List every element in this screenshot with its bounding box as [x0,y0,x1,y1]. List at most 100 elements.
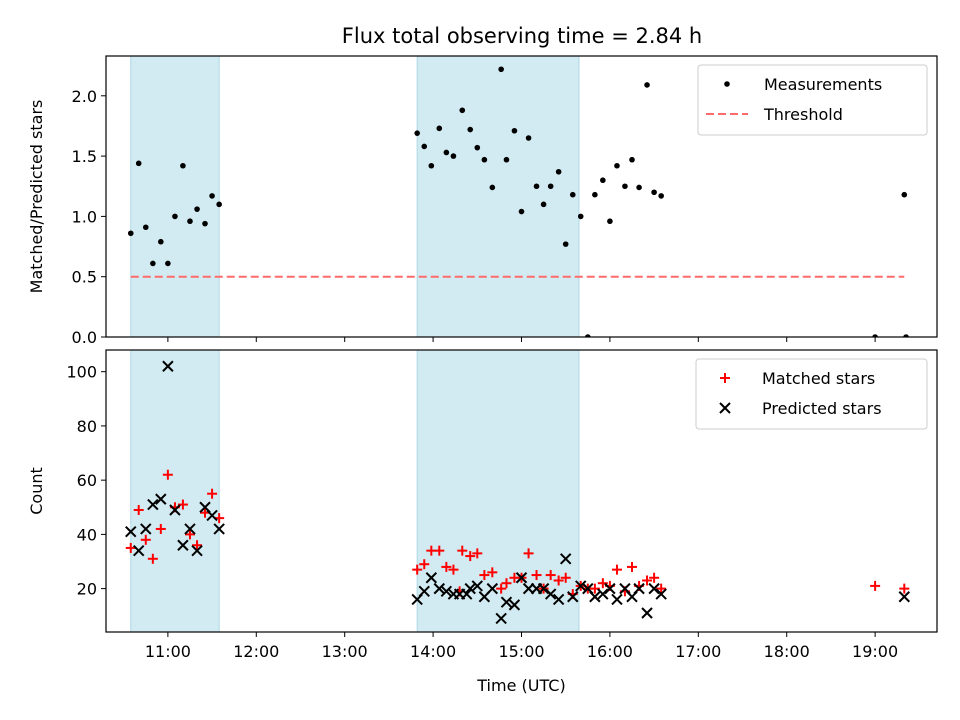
measurement-point [172,213,178,220]
measurement-point [436,125,443,132]
measurement-point [540,201,547,208]
matched-star-point [870,580,881,591]
matched-star-point [545,570,556,581]
y-axis-label: Matched/Predicted stars [27,100,46,294]
legend-measurement-marker [724,81,730,87]
matched-star-point [487,567,498,578]
matched-star-point [523,548,534,559]
measurement-point [525,135,532,141]
count-panel: 20 40 60 80 100 11:00 12:00 13:00 14:00 15:00 16:0… [27,349,938,695]
predicted-star-point [460,588,473,600]
predicted-star-point [559,553,572,565]
y-tick-label: 1.5 [72,147,97,166]
legend-label: Matched stars [762,369,875,388]
measurement-point [901,191,908,198]
y-axis-label: Count [27,467,46,515]
chart-title: Flux total observing time = 2.84 h [342,24,702,48]
predicted-star-point [140,523,152,535]
matched-star-point [125,542,136,553]
measurement-point [614,162,620,169]
predicted-star-point [648,582,660,595]
predicted-star-point [213,523,225,535]
matched-star-point [412,564,423,575]
measurement-point [533,183,540,190]
predicted-star-point [597,588,609,600]
predicted-star-point [611,593,623,606]
predicted-star-point [425,572,438,584]
x-tick-label: 11:00 [145,642,191,661]
measurement-point [180,162,186,169]
measurement-point [467,126,474,133]
y-tick-label: 20 [77,580,97,599]
predicted-star-point [486,582,499,595]
matched-star-point [162,469,173,480]
predicted-star-point [191,544,203,557]
matched-star-point [627,561,638,572]
matched-star-point [177,499,188,510]
matched-star-point [479,570,490,581]
x-tick-label: 15:00 [498,642,544,661]
predicted-star-point [589,591,601,603]
measurement-point [592,191,598,198]
observing-window-span [416,56,580,337]
matched-star-point [147,553,158,564]
matched-star-point [434,545,445,556]
legend: Matched stars Predicted stars [695,358,928,430]
measurement-point [658,193,664,199]
measurement-point [503,156,510,163]
y-tick-label: 40 [77,525,97,544]
matched-star-point [184,529,195,540]
predicted-star-point [162,360,174,372]
x-tick-label: 17:00 [675,642,721,661]
predicted-star-point [169,504,181,516]
x-tick-label: 12:00 [233,642,279,661]
predicted-star-point [604,582,616,595]
measurement-point [622,183,628,190]
x-tick-label: 13:00 [322,642,368,661]
matched-star-point [448,564,459,575]
predicted-star-point [184,523,196,535]
predicted-star-point [206,509,218,522]
predicted-star-point [464,582,476,595]
measurement-point [547,183,554,190]
measurement-point [489,184,496,191]
legend-box [697,64,928,136]
measurement-point [872,334,878,337]
predicted-star-point [418,585,430,598]
legend-label: Measurements [764,75,882,94]
predicted-star-point [633,582,645,595]
matched-star-point [441,561,452,572]
legend-label: Predicted stars [762,399,882,418]
legend: Measurements Threshold [697,64,928,136]
predicted-star-point [537,582,550,595]
matched-star-point [501,578,512,589]
x-tick-label: 14:00 [410,642,456,661]
measurement-point [135,160,142,167]
measurement-point [414,130,420,136]
matched-star-point [465,551,476,562]
observing-window-span [130,56,220,337]
measurement-point [498,66,504,73]
predicted-star-point [575,580,587,592]
measurement-point [142,224,149,231]
matched-star-point [155,523,166,534]
measurement-point [481,156,488,163]
measurement-point [607,218,613,225]
measurement-point [428,162,435,169]
predicted-star-point [508,599,521,611]
predicted-star-point [500,596,513,608]
matched-star-point [589,583,600,594]
matched-star-point [656,583,667,594]
x-tick-label: 18:00 [764,642,810,661]
predicted-star-point [898,591,910,603]
measurement-point [165,260,171,267]
predicted-star-point [147,498,159,511]
x-axis-label: Time (UTC) [476,676,565,695]
matched-star-point [472,548,483,559]
measurement-point [577,213,584,220]
measurement-point [600,177,606,184]
measurement-point [202,220,208,227]
legend-label: Threshold [763,105,843,124]
predicted-star-point [655,588,667,600]
